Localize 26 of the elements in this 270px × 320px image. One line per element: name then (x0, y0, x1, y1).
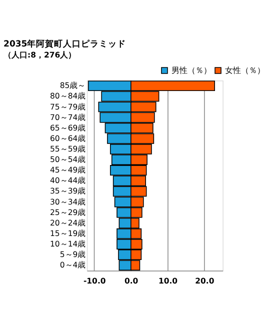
chart-subtitle: （人口:8，276人） (4, 50, 76, 60)
y-tick-label: 0～4歳 (60, 260, 86, 270)
y-tick-label: 65～69歳 (50, 123, 86, 132)
x-tick-label: 10.0 (158, 276, 178, 286)
legend-label: 女性（％） (225, 66, 265, 75)
y-tick-label: 80～84歳 (50, 92, 86, 101)
y-tick-label: 45～49歳 (50, 166, 86, 175)
x-tick-label: 0.0 (124, 276, 139, 286)
chart-title: 2035年阿賀町人口ピラミッド (4, 38, 126, 50)
y-tick-label: 25～29歳 (50, 208, 86, 217)
y-tick-label: 50～54歳 (50, 155, 86, 164)
y-tick-label: 55～59歳 (50, 144, 86, 154)
y-tick-label: 70～74歳 (50, 112, 86, 122)
y-tick-label: 35～39歳 (50, 186, 86, 196)
legend-label: 男性（％） (171, 66, 212, 75)
y-tick-label: 75～79歳 (50, 102, 86, 112)
y-tick-label: 20～24歳 (50, 218, 86, 228)
y-tick-label: 5～9歳 (60, 250, 86, 260)
y-tick-label: 85歳～ (60, 81, 86, 90)
x-tick-label: 20.0 (195, 276, 215, 286)
x-tick-label: -10.0 (83, 276, 106, 286)
y-tick-label: 15～19歳 (50, 228, 86, 238)
y-tick-label: 30～34歳 (50, 197, 86, 206)
y-tick-label: 40～44歳 (50, 176, 86, 186)
y-tick-label: 60～64歳 (50, 134, 86, 143)
y-tick-label: 10～14歳 (50, 240, 86, 249)
